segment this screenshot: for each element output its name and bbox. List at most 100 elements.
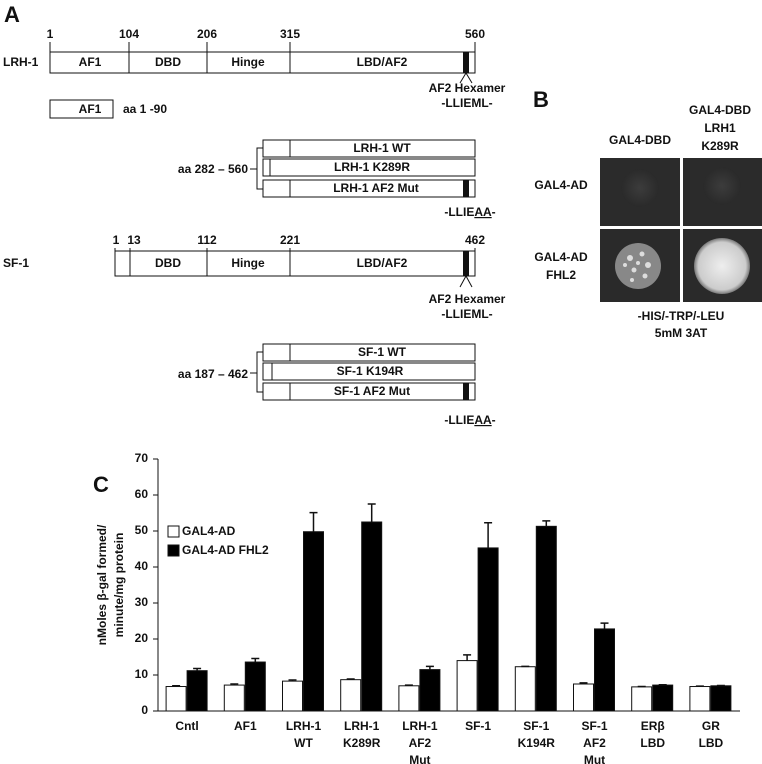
domain: Hinge (231, 256, 265, 270)
x-tick-label: SF-1 AF2 Mut (581, 719, 607, 764)
x-tick-label-line: AF2 (409, 736, 432, 750)
fragment-label: AF1 (79, 102, 102, 116)
construct-box (262, 139, 476, 158)
error-bar (230, 683, 239, 686)
position: 315 (280, 27, 300, 41)
construct-range: aa 282 – 560 (178, 162, 248, 176)
x-tick-label-line: Mut (584, 753, 605, 764)
x-tick-label: LRH-1 AF2 Mut (402, 719, 438, 764)
x-tick-label: LRH-1 K289R (343, 719, 381, 750)
error-bar (404, 684, 413, 686)
construct-label: LRH-1 AF2 Mut (333, 181, 419, 195)
error-bar (172, 685, 181, 687)
fragment-range: aa 1 -90 (123, 102, 167, 116)
x-tick-label-line: SF-1 (465, 719, 491, 733)
position: 1 (113, 233, 120, 247)
domain: DBD (155, 256, 181, 270)
mutation-part: -LLIE (444, 205, 474, 219)
bracket (250, 351, 263, 393)
error-bar (600, 622, 609, 629)
protein-name: SF-1 (3, 256, 29, 270)
y-tick-label: 0 (141, 703, 148, 717)
x-tick-label-line: ERβ (641, 719, 665, 733)
mutation-part: AA (474, 413, 492, 427)
bar (244, 661, 266, 712)
panel-label: B (533, 87, 549, 112)
mutation-part: AA (474, 205, 492, 219)
bar (535, 525, 557, 712)
hexamer-seq: -LLIEML- (441, 307, 492, 321)
construct-box (262, 362, 476, 381)
bar (514, 666, 536, 712)
domain: LBD/AF2 (357, 256, 408, 270)
bar (689, 686, 711, 712)
colony (615, 243, 661, 289)
x-tick-label-line: LBD (640, 736, 665, 750)
mutation-seq: -LLIEAA- (444, 205, 495, 219)
error-bar (309, 511, 318, 532)
colony-speckle (623, 251, 651, 282)
panel-label: C (93, 472, 109, 497)
mutation-seq: -LLIEAA- (444, 413, 495, 427)
error-bar (484, 521, 493, 548)
y-axis-label-line: nMoles β-gal formed/ (95, 524, 109, 645)
hexamer-seq: -LLIEML- (441, 96, 492, 110)
bar (477, 547, 499, 712)
bar (419, 669, 441, 712)
row-header: GAL4-AD (534, 250, 588, 264)
position: 112 (197, 233, 217, 247)
x-tick-label-line: AF2 (583, 736, 606, 750)
position: 560 (465, 27, 485, 41)
error-bar (463, 654, 472, 661)
domain: DBD (155, 55, 181, 69)
x-tick-label: LRH-1 WT (286, 719, 322, 750)
panel-label: A (4, 2, 20, 27)
domain: LBD/AF2 (357, 55, 408, 69)
column-header: GAL4-DBD (609, 133, 671, 147)
protein-bar (114, 250, 476, 277)
row-header: GAL4-AD (534, 178, 588, 192)
lrh1-constructs: aa 282 – 560 LRH-1 WT LRH-1 K289R LRH-1 … (178, 139, 496, 219)
domain: AF1 (79, 55, 102, 69)
construct-box (262, 179, 476, 198)
mutation-part: - (492, 205, 496, 219)
construct-label: LRH-1 WT (353, 141, 411, 155)
error-bar (288, 679, 297, 682)
x-tick-label-line: Cntl (175, 719, 198, 733)
hexamer-pointer (459, 275, 473, 288)
y-tick-label: 30 (135, 595, 149, 609)
colony (621, 169, 659, 207)
bar (282, 680, 303, 712)
bar (223, 684, 245, 712)
error-bar (193, 667, 202, 671)
bar (456, 660, 478, 712)
bar (303, 531, 324, 712)
error-bar (367, 503, 376, 522)
legend-label: GAL4-AD (182, 524, 236, 538)
hexamer-block (463, 251, 469, 276)
fragment-box (49, 99, 114, 119)
position: 104 (119, 27, 139, 41)
colony (694, 238, 750, 294)
domain: Hinge (231, 55, 265, 69)
sf1-diagram: SF-1 1 13 112 221 462 DBD Hinge LBD/AF2 … (3, 233, 506, 321)
construct-label: LRH-1 K289R (334, 160, 410, 174)
hexamer-block (463, 52, 469, 73)
x-tick-label-line: Mut (409, 753, 430, 764)
column-header: K289R (701, 139, 739, 153)
x-tick-label-line: GR (702, 719, 720, 733)
construct-range: aa 187 – 462 (178, 367, 248, 381)
mutation-block (463, 180, 469, 197)
protein-bar (49, 51, 476, 74)
divider (128, 52, 291, 73)
position: 221 (280, 233, 300, 247)
y-tick-label: 70 (135, 451, 149, 465)
row-header: FHL2 (546, 268, 576, 282)
sf1-constructs: aa 187 – 462 SF-1 WT SF-1 K194R SF-1 AF2… (178, 343, 496, 427)
bar (573, 683, 594, 712)
bar (652, 684, 674, 712)
bar (186, 670, 208, 712)
construct-label: SF-1 AF2 Mut (334, 384, 410, 398)
y-tick-label: 20 (135, 631, 149, 645)
